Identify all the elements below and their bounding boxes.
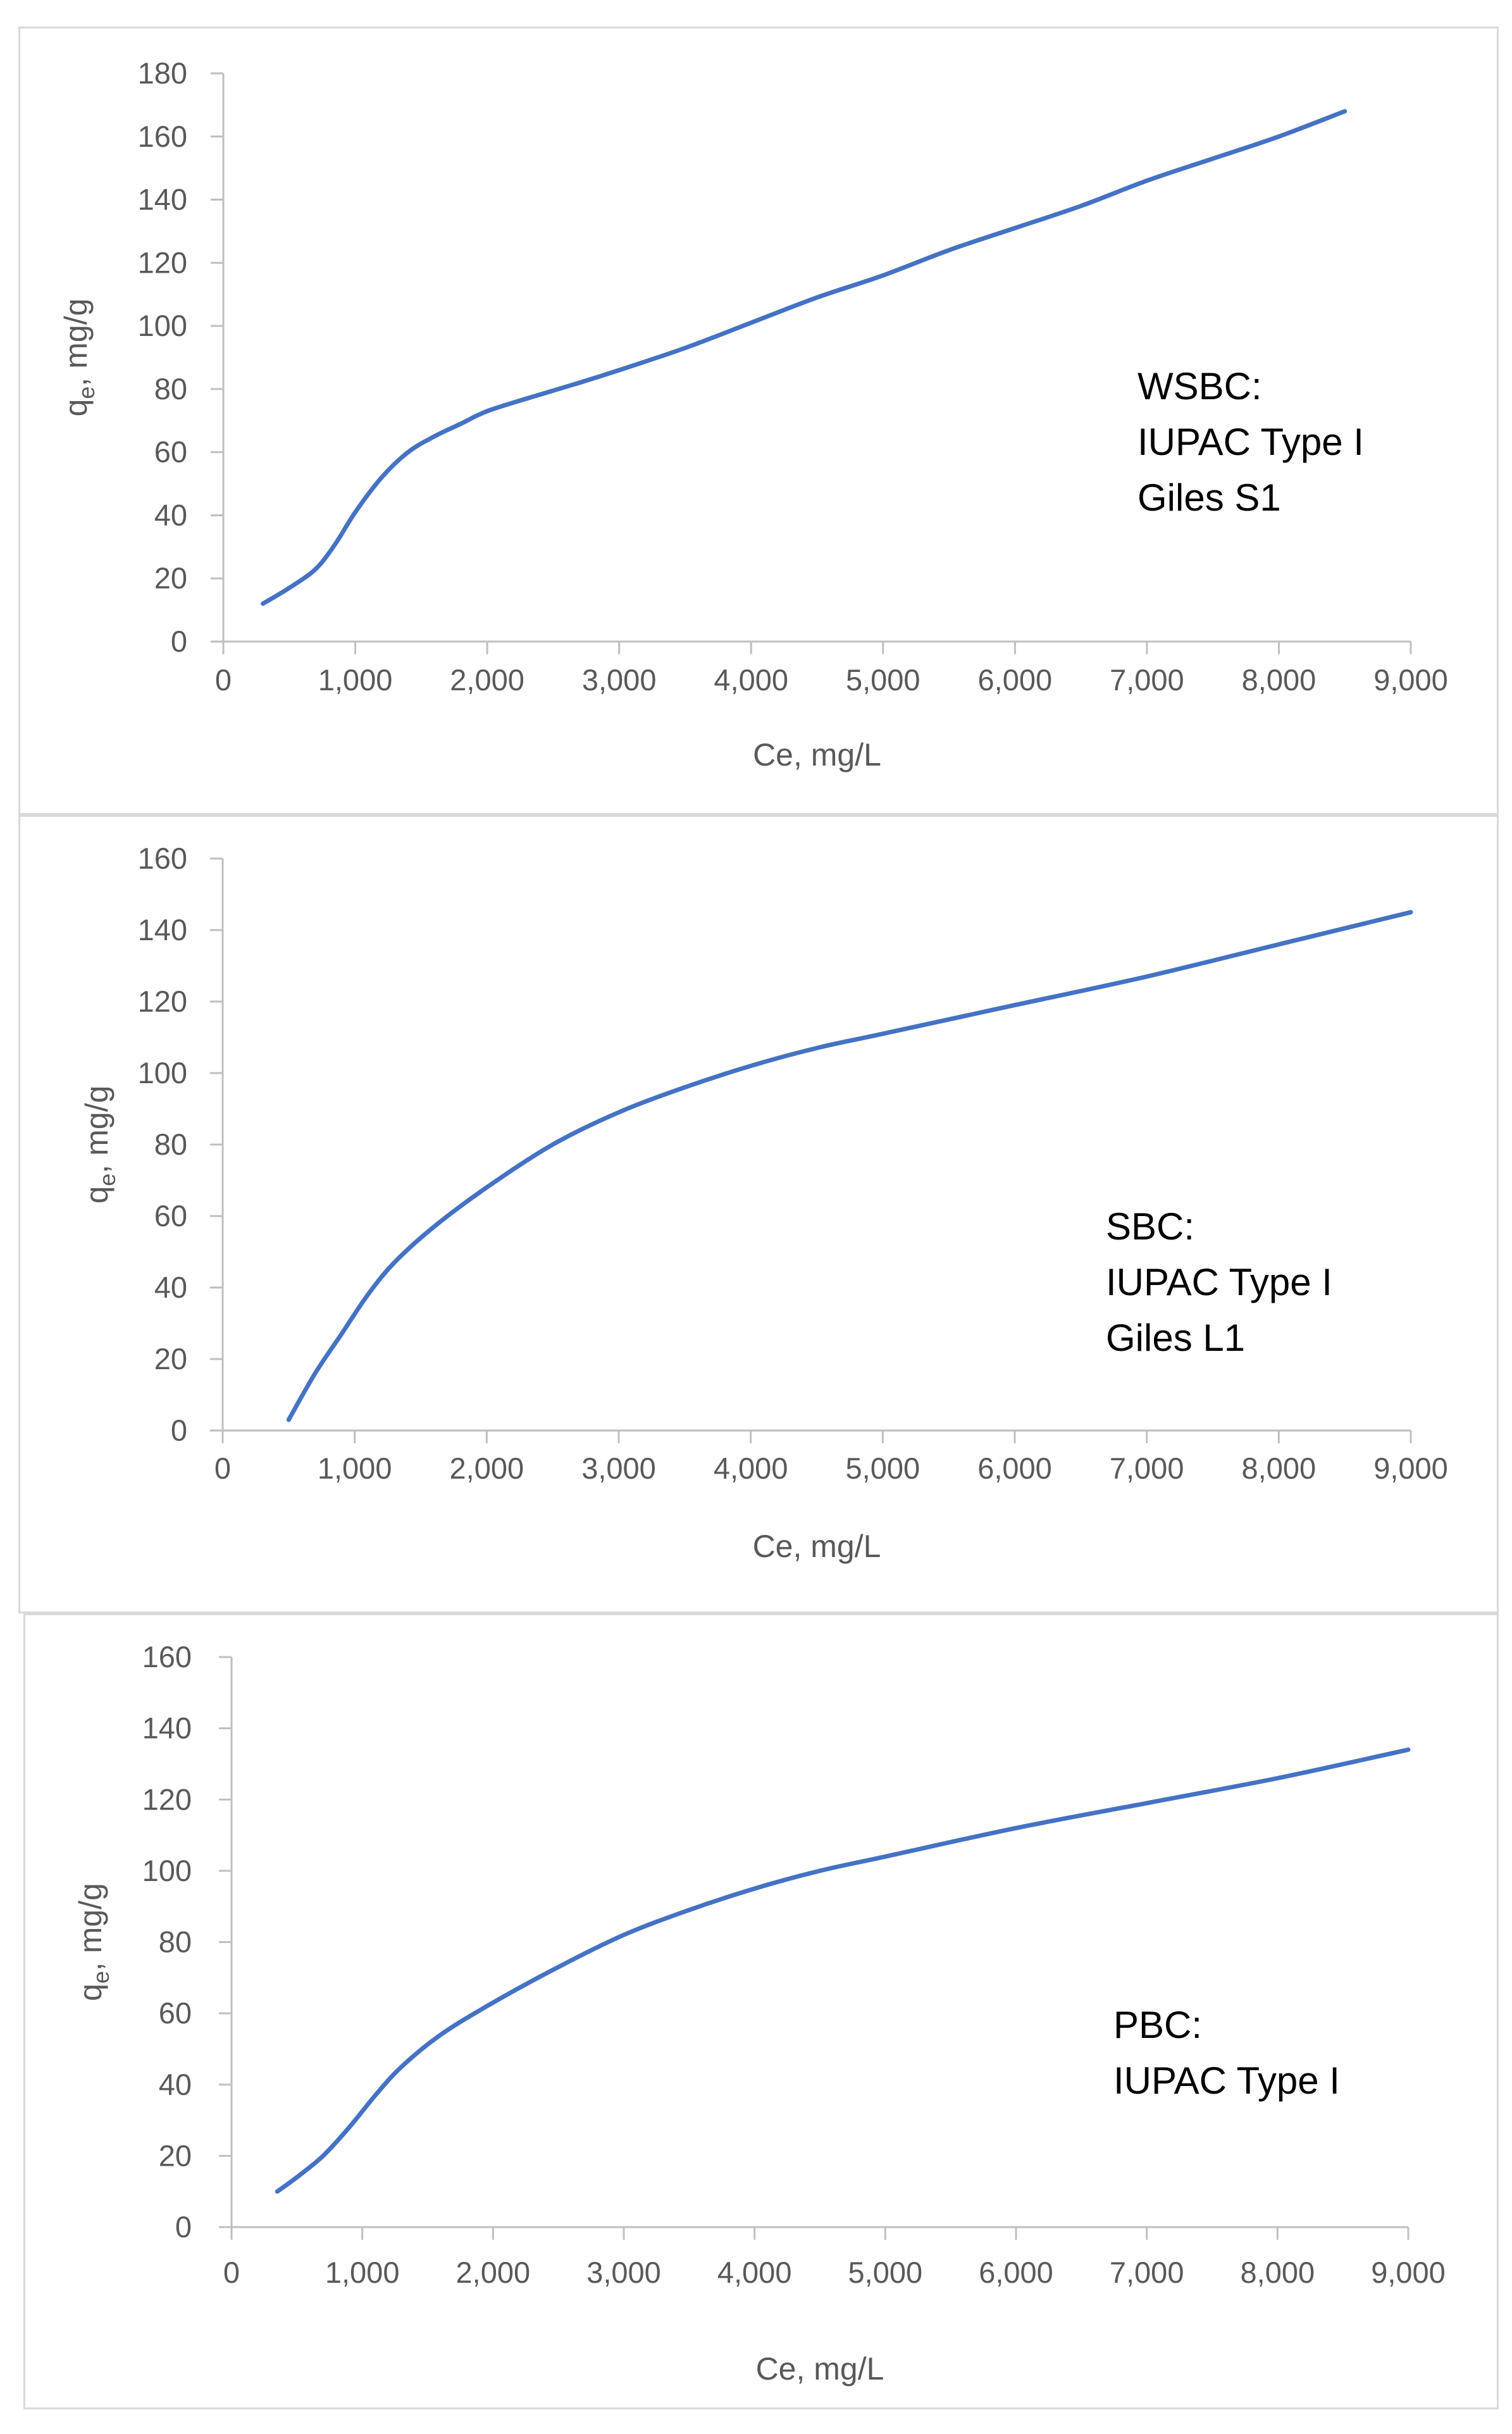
series-line	[286, 910, 1413, 1422]
y-tick-label: 100	[138, 1056, 187, 1090]
y-tick-label: 0	[171, 1413, 187, 1447]
y-tick-label: 60	[154, 1199, 187, 1233]
x-axis-title: Ce, mg/L	[753, 1529, 881, 1564]
y-tick-label: 0	[175, 2210, 192, 2244]
y-tick-label: 20	[159, 2139, 192, 2172]
x-tick-label: 9,000	[1371, 2256, 1446, 2289]
chart-annotation-line: Giles L1	[1106, 1317, 1245, 1359]
x-axis-title: Ce, mg/L	[753, 737, 881, 773]
x-tick-label: 6,000	[978, 663, 1053, 697]
x-tick-label: 5,000	[848, 2256, 923, 2289]
chart-svg: 0 20 40 60 80 100 120 140 160 180 0 1,000 2,000 3,000…	[58, 56, 1448, 773]
x-tick-label: 1,000	[325, 2256, 400, 2289]
y-tick-label: 80	[154, 372, 187, 406]
x-tick-label: 9,000	[1373, 663, 1448, 697]
series-line	[261, 109, 1348, 606]
chart-annotation-line: SBC:	[1106, 1205, 1194, 1248]
x-tick-label: 1,000	[318, 663, 393, 697]
series-line	[275, 1747, 1411, 2194]
x-tick-label: 8,000	[1242, 663, 1317, 697]
y-tick-label: 80	[154, 1127, 187, 1161]
y-tick-label: 160	[142, 1640, 192, 1673]
y-tick-label: 160	[138, 841, 187, 875]
x-tick-label: 3,000	[581, 1451, 656, 1485]
chart-annotation-line: IUPAC Type I	[1106, 1261, 1332, 1303]
x-tick-label: 5,000	[846, 663, 920, 697]
x-tick-label: 0	[215, 663, 232, 697]
y-tick-label: 140	[138, 913, 187, 947]
y-tick-label: 160	[138, 120, 187, 153]
x-tick-label: 9,000	[1373, 1451, 1448, 1485]
x-tick-label: 1,000	[318, 1451, 392, 1485]
x-tick-label: 8,000	[1241, 2256, 1315, 2289]
x-tick-label: 7,000	[1110, 2256, 1184, 2289]
chart-svg: 0 20 40 60 80 100 120 140 160 0 1,000 2,000 3,000 4,0…	[73, 1640, 1446, 2387]
chart-panel-wsbc: 0 20 40 60 80 100 120 140 160 180 0 1,000 2,000 3,000…	[18, 27, 1499, 815]
chart-annotation-line: Giles S1	[1137, 476, 1281, 519]
x-tick-label: 3,000	[582, 663, 657, 697]
x-tick-label: 4,000	[714, 1451, 788, 1485]
y-tick-label: 0	[171, 624, 187, 658]
y-tick-label: 140	[138, 183, 187, 216]
y-axis-title: qe, mg/g	[73, 1883, 114, 2001]
y-tick-label: 140	[142, 1711, 192, 1745]
x-tick-label: 7,000	[1110, 1451, 1184, 1485]
chart-annotation-line: WSBC:	[1137, 365, 1262, 407]
x-tick-label: 0	[214, 1451, 231, 1485]
x-tick-label: 4,000	[714, 663, 788, 697]
chart-panel-pbc: 0 20 40 60 80 100 120 140 160 0 1,000 2,000 3,000 4,0…	[23, 1613, 1499, 2409]
x-tick-label: 2,000	[450, 663, 524, 697]
y-tick-label: 60	[159, 1996, 192, 2030]
chart-annotation-line: IUPAC Type I	[1113, 2059, 1340, 2102]
x-tick-label: 6,000	[979, 2256, 1053, 2289]
y-tick-label: 40	[154, 498, 187, 531]
x-tick-label: 4,000	[717, 2256, 792, 2289]
y-tick-label: 20	[154, 561, 187, 595]
chart-annotation-line: PBC:	[1113, 2004, 1202, 2046]
y-axis-title: qe, mg/g	[79, 1086, 120, 1204]
y-tick-label: 60	[154, 435, 187, 469]
chart-annotation-line: IUPAC Type I	[1137, 421, 1364, 463]
x-tick-label: 2,000	[450, 1451, 524, 1485]
x-tick-label: 0	[223, 2256, 240, 2289]
chart-svg: 0 20 40 60 80 100 120 140 160 0 1,000 2,000 3,000 4,0…	[79, 841, 1448, 1564]
x-tick-label: 8,000	[1242, 1451, 1317, 1485]
y-tick-label: 40	[154, 1270, 187, 1304]
x-axis-title: Ce, mg/L	[756, 2351, 884, 2387]
y-tick-label: 180	[138, 56, 187, 90]
x-tick-label: 6,000	[977, 1451, 1052, 1485]
chart-panel-sbc: 0 20 40 60 80 100 120 140 160 0 1,000 2,000 3,000 4,0…	[18, 815, 1499, 1613]
y-tick-label: 100	[142, 1854, 192, 1887]
y-tick-label: 120	[138, 245, 187, 279]
x-tick-label: 5,000	[846, 1451, 920, 1485]
y-tick-label: 40	[159, 2068, 192, 2101]
x-tick-label: 7,000	[1110, 663, 1184, 697]
y-axis-title: qe, mg/g	[58, 299, 99, 417]
x-tick-label: 3,000	[586, 2256, 661, 2289]
y-tick-label: 100	[138, 309, 187, 342]
y-tick-label: 20	[154, 1342, 187, 1375]
y-tick-label: 120	[142, 1782, 192, 1816]
y-tick-label: 80	[159, 1925, 192, 1959]
y-tick-label: 120	[138, 984, 187, 1018]
x-tick-label: 2,000	[456, 2256, 531, 2289]
